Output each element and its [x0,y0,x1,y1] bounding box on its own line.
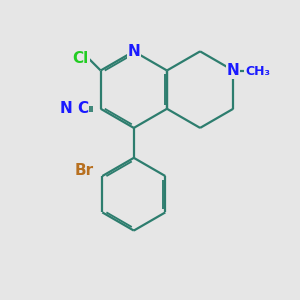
Text: N: N [128,44,140,59]
Text: CH₃: CH₃ [245,65,270,79]
Text: C: C [77,101,88,116]
Text: Br: Br [74,163,94,178]
Text: Cl: Cl [73,51,89,66]
Text: N: N [59,101,72,116]
Text: N: N [227,63,240,78]
